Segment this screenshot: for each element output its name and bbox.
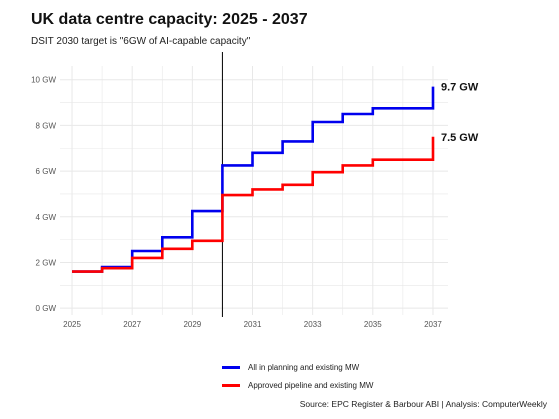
- y-tick-label: 4 GW: [36, 213, 57, 222]
- legend-swatch-planning: [222, 365, 240, 369]
- gridlines: [60, 66, 448, 315]
- x-tick-label: 2025: [63, 320, 81, 329]
- series-line-planning: [72, 86, 435, 273]
- legend-item-planning: All in planning and existing MW: [222, 358, 373, 376]
- series-line-approved: [72, 136, 435, 273]
- y-tick-label: 6 GW: [36, 167, 57, 176]
- y-tick-label: 10 GW: [31, 76, 56, 85]
- chart-title: UK data centre capacity: 2025 - 2037: [31, 11, 308, 28]
- series-lines: [72, 86, 435, 273]
- axis-ticks: 0 GW 2 GW 4 GW 6 GW 8 GW 10 GW 2025 2027 2029 203…: [31, 52, 442, 329]
- x-tick-label: 2033: [304, 320, 322, 329]
- y-tick-label: 2 GW: [36, 258, 57, 267]
- chart-subtitle: DSIT 2030 target is "6GW of AI-capable c…: [31, 36, 251, 47]
- x-tick-label: 2027: [123, 320, 141, 329]
- legend-swatch-approved: [222, 383, 240, 387]
- legend: All in planning and existing MW Approved…: [222, 358, 373, 394]
- x-tick-label: 2031: [244, 320, 262, 329]
- end-labels: 9.7 GW 7.5 GW: [441, 82, 479, 144]
- x-tick-label: 2035: [364, 320, 382, 329]
- y-tick-label: 0 GW: [36, 304, 57, 313]
- y-tick-label: 8 GW: [36, 121, 57, 130]
- x-tick-label: 2037: [424, 320, 442, 329]
- legend-label-planning: All in planning and existing MW: [248, 362, 360, 372]
- end-label-approved: 7.5 GW: [441, 132, 479, 144]
- end-label-planning: 9.7 GW: [441, 82, 479, 94]
- source-note: Source: EPC Register & Barbour ABI | Ana…: [299, 399, 547, 409]
- x-tick-label: 2029: [183, 320, 201, 329]
- legend-item-approved: Approved pipeline and existing MW: [222, 376, 373, 394]
- legend-label-approved: Approved pipeline and existing MW: [248, 380, 374, 390]
